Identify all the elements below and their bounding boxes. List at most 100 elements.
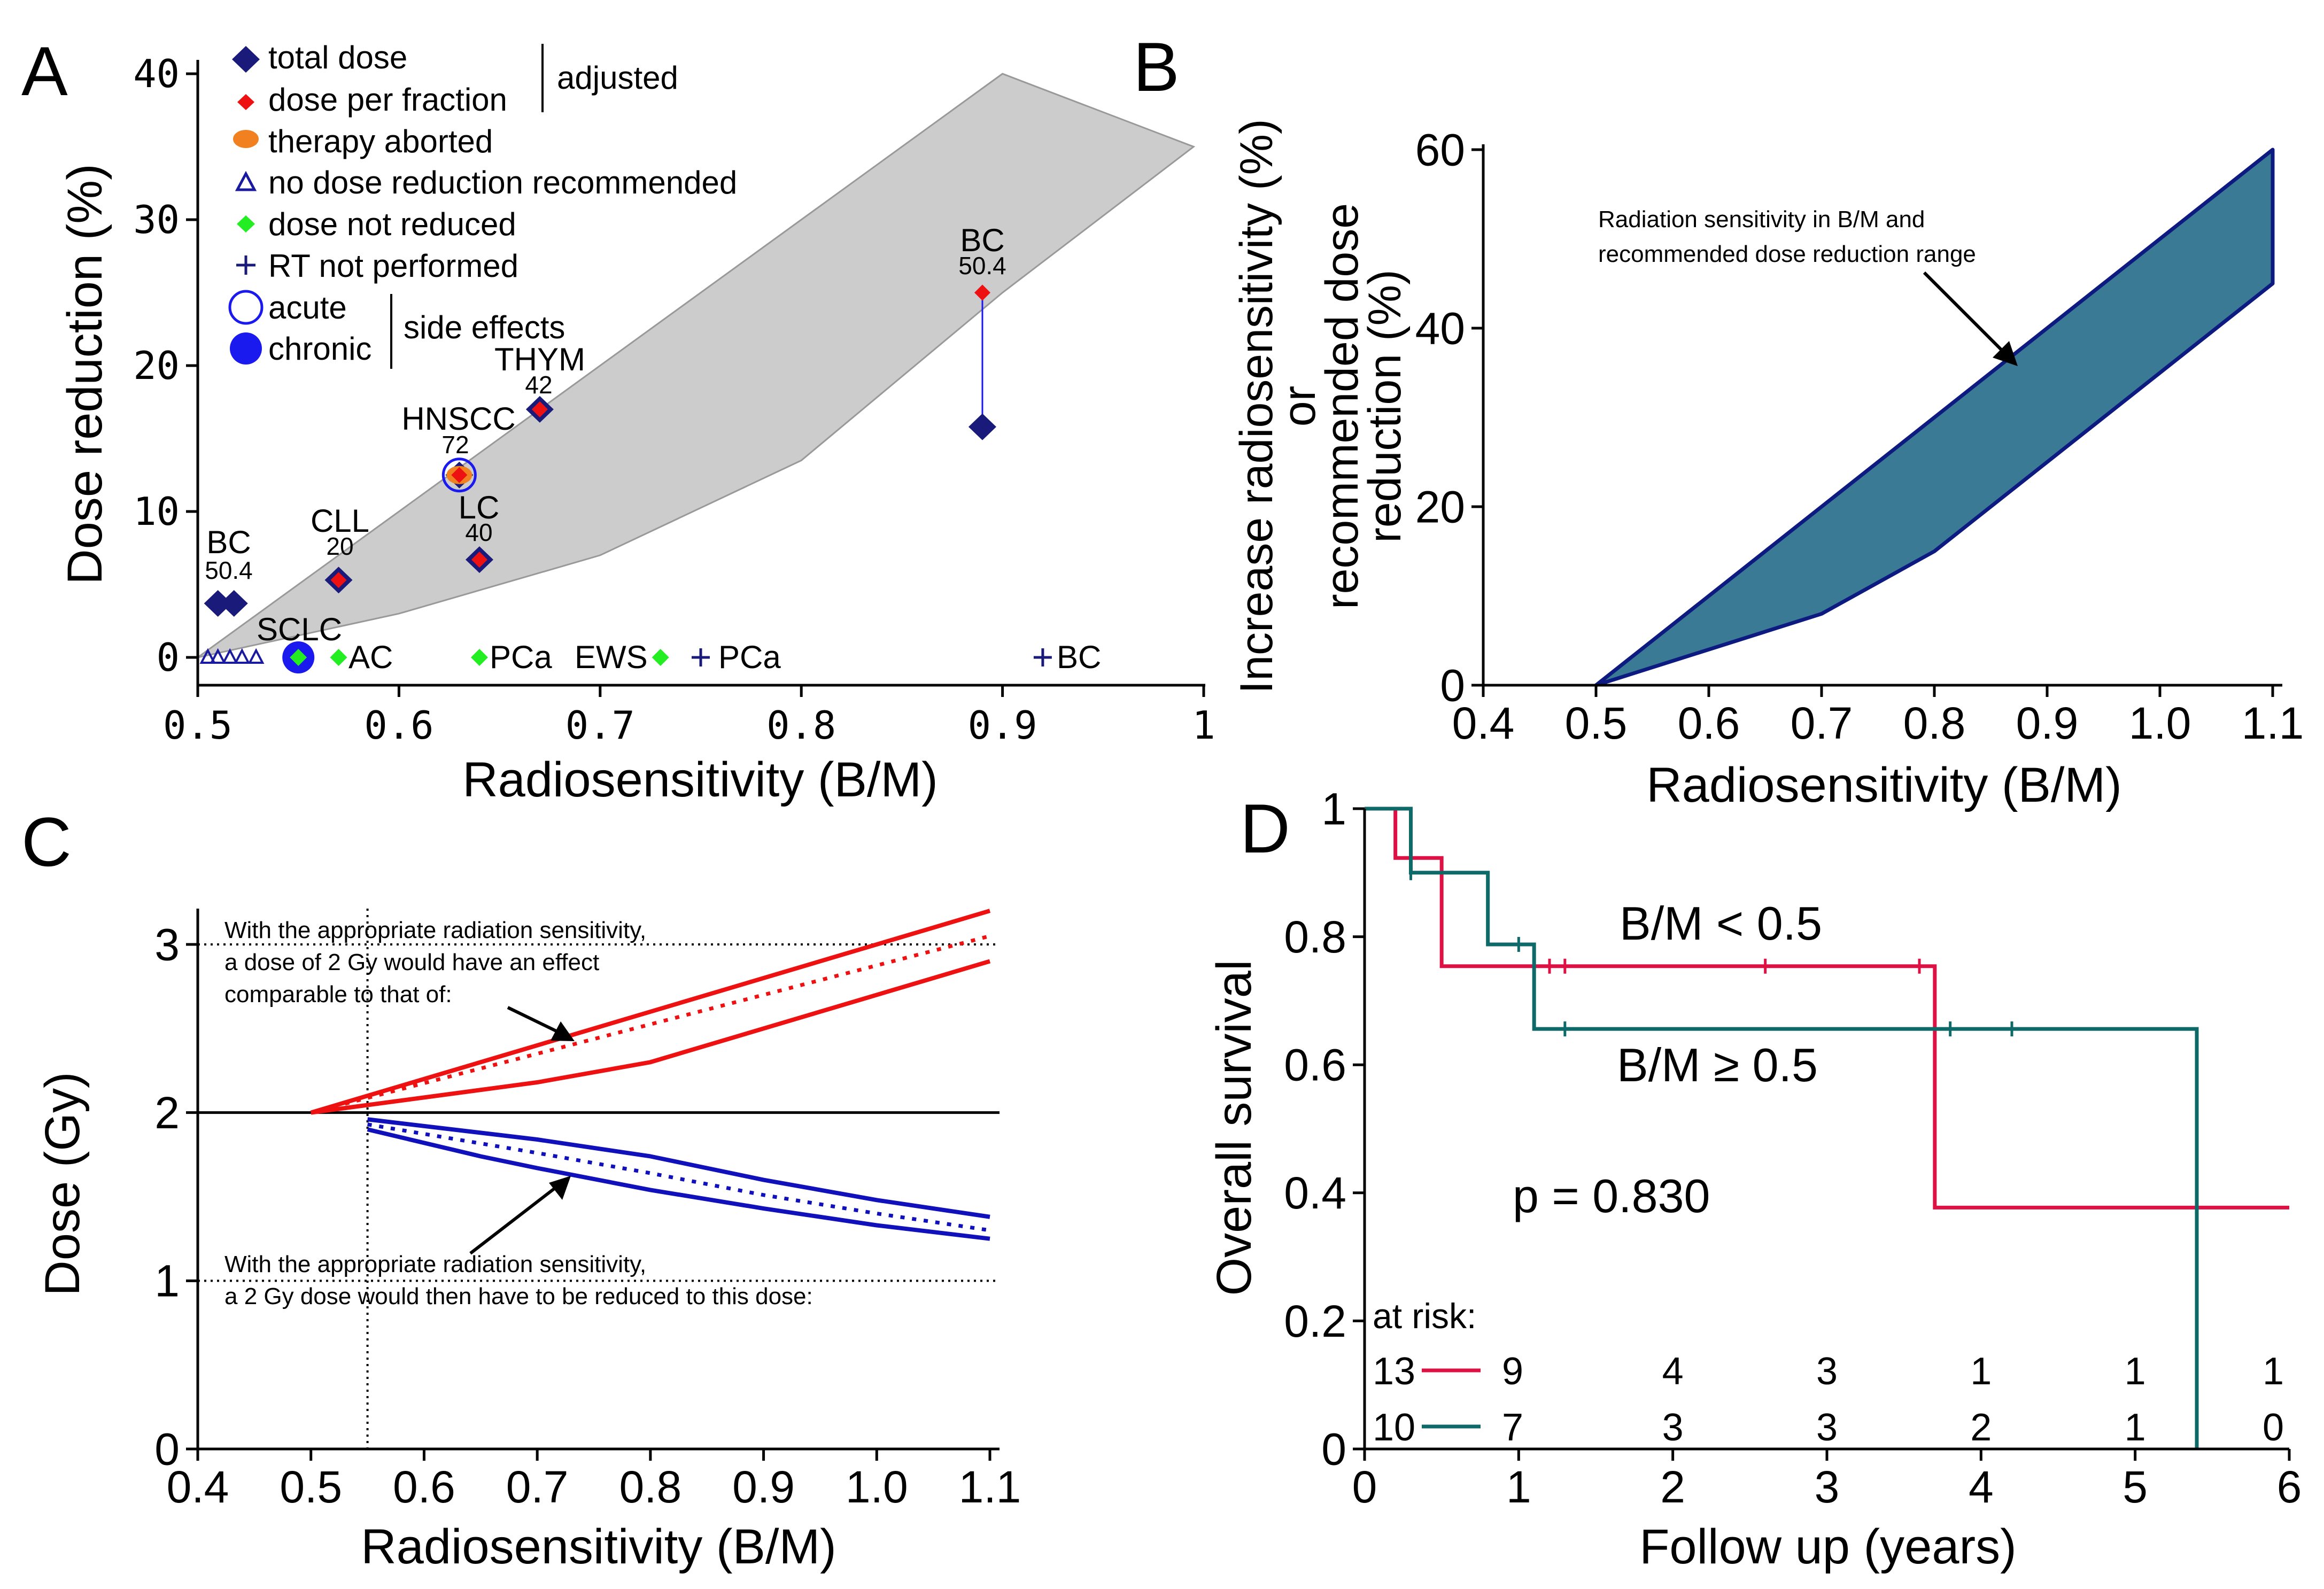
baseline-pca-1: PCa [490,639,552,675]
panel-c-note-upper-2: a dose of 2 Gy would have an effect [224,949,599,975]
y-tick-label: 40 [1415,303,1465,353]
panel-b-y-label-4: reduction (%) [1359,269,1411,542]
panel-a: A 0.5 0.6 0.7 0.8 0.9 1 0 10 20 30 40 Radiosensit… [21,32,1215,807]
x-tick-label: 0 [1352,1462,1377,1512]
panel-c-letter: C [21,803,72,881]
dose-not-reduced-marker [652,649,669,666]
annot-hnscc: HNSCC [401,401,515,437]
series-line [310,909,991,1115]
panel-d-x-label: Follow up (years) [1639,1520,2017,1574]
legend-triangle-icon [235,170,257,191]
panel-b-letter: B [1133,28,1180,106]
no-reduction-marker [234,648,251,664]
legend-dose-per-fraction-icon [237,94,254,110]
panel-a-x-label: Radiosensitivity (B/M) [462,753,938,807]
y-tick-label: 0.4 [1284,1168,1346,1218]
total-dose-marker [204,590,232,617]
annot-lc: LC [459,490,500,525]
panel-b-y-ticks: 0 20 40 60 [1415,125,1483,710]
x-tick-label: 0.4 [1452,698,1515,748]
y-tick-label: 0 [1321,1424,1346,1474]
x-tick-label: 0.7 [506,1462,569,1512]
panel-c-reference-lines [198,909,1000,1449]
legend-plus-icon [236,255,255,275]
panel-c-note-upper-1: With the appropriate radiation sensitivi… [224,917,646,943]
dose-per-fraction-marker [330,572,347,588]
x-tick-label: 1.1 [959,1462,1021,1512]
x-tick-label: 0.5 [163,703,233,748]
no-reduction-marker [221,648,238,664]
no-reduction-marker [247,648,265,664]
rt-not-performed-marker [692,648,710,666]
panel-a-letter: A [21,32,68,110]
panel-c-y-ticks: 0 1 2 3 [154,919,198,1474]
panel-d-curves [1365,807,2289,1449]
y-tick-label: 1 [154,1256,180,1306]
y-tick-label: 10 [133,489,180,534]
series-line [311,959,991,1115]
x-tick-label: 0.5 [280,1462,342,1512]
dose-per-fraction-marker [974,284,990,301]
annot-cll: CLL [311,503,369,539]
y-tick-label: 60 [1415,125,1465,175]
legend-rt-not-performed: RT not performed [268,248,518,284]
baseline-pca-2: PCa [718,639,781,675]
y-tick-label: 0 [157,635,180,680]
panel-d: D 0 1 2 3 4 5 6 0 0.2 0.4 0.6 0.8 1 Follow up (year… [1207,784,2302,1574]
legend-acute-icon [228,290,264,325]
panel-d-y-ticks: 0 0.2 0.4 0.6 0.8 1 [1284,784,1365,1474]
panel-d-y-label: Overall survival [1207,960,1261,1296]
panel-a-legend: total dose dose per fraction therapy abo… [228,40,737,369]
km-curve [1365,807,2289,1210]
annot-bc-left-dose: 50.4 [205,556,253,584]
total-dose-marker [968,413,996,440]
panel-b-x-ticks: 0.4 0.5 0.6 0.7 0.8 0.9 1.0 1.1 [1452,685,2304,748]
panel-b-y-label-3: recommended dose [1316,203,1368,609]
panel-a-x-ticks: 0.5 0.6 0.7 0.8 0.9 1 [163,685,1215,748]
panel-b-annotation-1: Radiation sensitivity in B/M and [1598,206,1925,232]
x-tick-label: 1.0 [2129,698,2191,748]
legend-dose-not-reduced-icon [237,215,255,232]
x-tick-label: 1.0 [846,1462,908,1512]
dose-not-reduced-marker [290,649,307,666]
annot-lc-dose: 40 [465,518,492,546]
baseline-ews: EWS [575,639,648,675]
at-risk-count: 9 [1502,1350,1523,1393]
panel-d-at-risk-label: at risk: [1373,1296,1476,1336]
panel-c-y-label: Dose (Gy) [35,1072,90,1296]
dose-per-fraction-marker [531,401,548,417]
legend-group-side-effects: side effects [404,309,565,345]
annot-bc-left: BC [206,524,251,560]
x-tick-label: 0.8 [1903,698,1966,748]
x-tick-label: 0.7 [565,703,635,748]
at-risk-count: 3 [1662,1406,1684,1449]
annot-hnscc-dose: 72 [441,431,469,459]
at-risk-count: 4 [1662,1350,1684,1393]
y-tick-label: 3 [154,919,180,970]
annot-bc-right-dose: 50.4 [958,252,1006,280]
y-tick-label: 0 [1440,660,1465,710]
panel-b-arrowhead [1993,341,2018,366]
annot-thym-dose: 42 [525,371,552,399]
at-risk-count: 7 [1502,1406,1523,1449]
panel-b: B 0.4 0.5 0.6 0.7 0.8 0.9 1.0 1.1 0 20 40 60 Radio… [1133,28,2304,812]
at-risk-count: 1 [2263,1350,2284,1393]
panel-d-at-risk-table: 13 9 4 3 1 1 110 7 3 3 2 1 0 [1373,1350,2284,1449]
legend-dose-per-fraction: dose per fraction [268,82,507,118]
y-tick-label: 20 [1415,482,1465,532]
y-tick-label: 0.2 [1284,1296,1346,1346]
y-tick-label: 0 [154,1424,180,1474]
y-tick-label: 30 [133,197,180,242]
panel-b-annotation-arrow [1923,271,2010,359]
y-tick-label: 0.8 [1284,912,1346,962]
x-tick-label: 3 [1815,1462,1840,1512]
annot-cll-dose: 20 [326,532,353,560]
rt-not-performed-marker [1033,648,1052,666]
legend-therapy-aborted: therapy aborted [268,123,493,159]
dose-not-reduced-marker [330,649,347,666]
panel-c-note-upper-3: comparable to that of: [224,981,452,1007]
panel-c: C 0.4 0.5 0.6 0.7 0.8 0.9 1.0 1.1 0 1 2 3 Radiosen… [21,803,1021,1574]
y-tick-label: 2 [154,1088,180,1138]
panel-b-x-label: Radiosensitivity (B/M) [1646,758,2122,812]
at-risk-count: 1 [1970,1350,1992,1393]
